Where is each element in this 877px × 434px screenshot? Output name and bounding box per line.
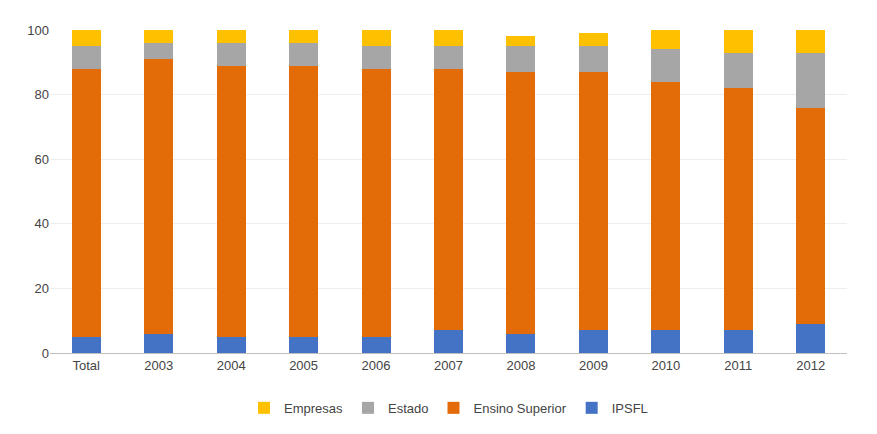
svg-text:0: 0	[42, 346, 49, 361]
svg-text:2009: 2009	[579, 358, 608, 373]
svg-text:60: 60	[35, 152, 49, 167]
svg-text:2012: 2012	[796, 358, 825, 373]
svg-text:2006: 2006	[362, 358, 391, 373]
svg-text:Estado: Estado	[388, 401, 428, 416]
svg-text:100: 100	[27, 23, 49, 38]
svg-text:2010: 2010	[651, 358, 680, 373]
svg-text:2004: 2004	[217, 358, 246, 373]
svg-text:IPSFL: IPSFL	[612, 401, 648, 416]
svg-text:2008: 2008	[506, 358, 535, 373]
svg-text:20: 20	[35, 281, 49, 296]
svg-text:Empresas: Empresas	[284, 401, 343, 416]
svg-text:80: 80	[35, 87, 49, 102]
svg-text:2007: 2007	[434, 358, 463, 373]
svg-text:40: 40	[35, 216, 49, 231]
svg-text:Total: Total	[72, 358, 100, 373]
svg-text:2005: 2005	[289, 358, 318, 373]
svg-text:Ensino Superior: Ensino Superior	[474, 401, 567, 416]
svg-text:2003: 2003	[144, 358, 173, 373]
svg-text:2011: 2011	[724, 358, 752, 373]
